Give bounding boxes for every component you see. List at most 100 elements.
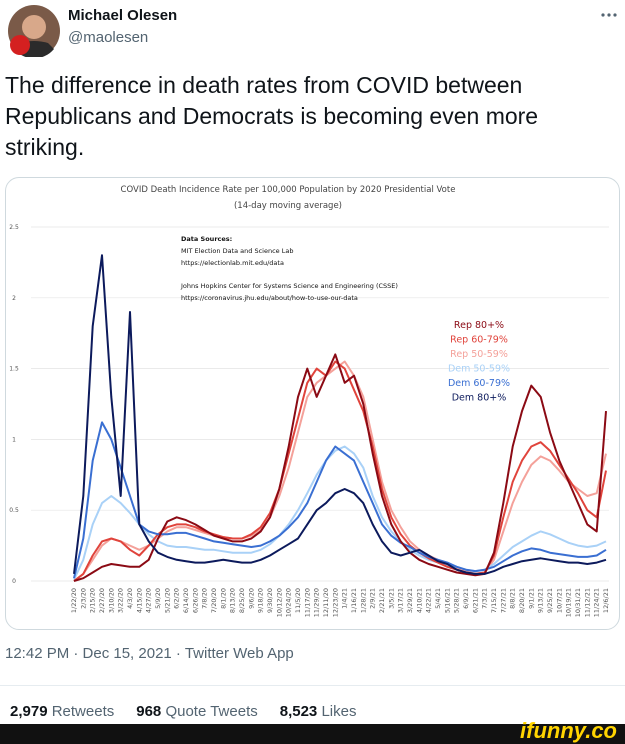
x-tick-label: 4/27/20 xyxy=(145,588,153,613)
x-tick-label: 11/24/21 xyxy=(593,588,601,617)
legend-entry: Rep 60-79% xyxy=(450,335,508,346)
x-tick-label: 4/3/20 xyxy=(126,588,134,609)
x-tick-label: 4/22/21 xyxy=(425,588,433,613)
x-tick-label: 2/15/20 xyxy=(89,588,97,613)
timestamp[interactable]: 12:42 PM · Dec 15, 2021 · Twitter Web Ap… xyxy=(5,645,294,662)
x-tick-label: 6/26/20 xyxy=(191,588,199,613)
x-tick-label: 11/29/20 xyxy=(313,588,321,617)
stat-count: 8,523 xyxy=(279,703,318,720)
author-name[interactable]: Michael Olesen xyxy=(68,7,178,24)
avatar[interactable] xyxy=(8,5,60,57)
legend-entry: Dem 80+% xyxy=(452,393,507,404)
legend-entry: Dem 60-79% xyxy=(448,378,510,389)
x-tick-label: 2/21/21 xyxy=(378,588,386,613)
stat-count: 968 xyxy=(136,703,162,720)
author-handle[interactable]: @maolesen xyxy=(68,29,149,46)
x-tick-label: 1/28/21 xyxy=(359,588,367,613)
watermark: ifunny.co xyxy=(520,718,617,743)
annotation: https://coronavirus.jhu.edu/about/how-to… xyxy=(181,294,358,302)
annotation: Data Sources: xyxy=(181,235,232,243)
y-tick-label: 1.5 xyxy=(9,366,19,373)
x-tick-label: 1/16/21 xyxy=(350,588,358,613)
media-card[interactable]: COVID Death Incidence Rate per 100,000 P… xyxy=(5,177,620,630)
x-tick-label: 9/25/21 xyxy=(546,588,554,613)
x-tick-label: 5/28/21 xyxy=(453,588,461,613)
x-tick-label: 3/5/21 xyxy=(387,588,395,609)
x-tick-label: 5/9/20 xyxy=(154,588,162,609)
x-tick-label: 7/15/21 xyxy=(490,588,498,613)
stat-label: Quote Tweets xyxy=(165,703,258,720)
stat[interactable]: 8,523 Likes xyxy=(280,703,357,720)
x-tick-label: 10/12/20 xyxy=(275,588,283,617)
series-line xyxy=(73,445,607,581)
y-tick-label: 2 xyxy=(12,295,16,302)
stat-count: 2,979 xyxy=(10,703,48,720)
series-line xyxy=(73,353,607,582)
x-tick-label: 9/18/20 xyxy=(257,588,265,613)
tweet-text: The difference in death rates from COVID… xyxy=(5,72,539,160)
x-tick-label: 2/9/21 xyxy=(369,588,377,609)
divider xyxy=(0,685,625,686)
x-tick-label: 7/20/20 xyxy=(210,588,218,613)
x-tick-label: 11/5/20 xyxy=(294,588,302,613)
y-tick-label: 2.5 xyxy=(9,224,19,231)
x-tick-label: 7/27/21 xyxy=(499,588,507,613)
x-tick-label: 12/6/21 xyxy=(602,588,610,613)
x-tick-label: 6/21/21 xyxy=(471,588,479,613)
chart: COVID Death Incidence Rate per 100,000 P… xyxy=(9,185,610,617)
x-tick-label: 8/8/21 xyxy=(509,588,517,609)
x-tick-label: 10/7/21 xyxy=(555,588,563,613)
x-tick-label: 10/19/21 xyxy=(565,588,573,617)
x-tick-label: 8/25/20 xyxy=(238,588,246,613)
x-tick-label: 9/30/20 xyxy=(266,588,274,613)
y-tick-label: 1 xyxy=(12,436,16,443)
x-tick-label: 7/8/20 xyxy=(201,588,209,609)
x-tick-label: 12/11/20 xyxy=(322,588,330,617)
x-tick-label: 6/9/21 xyxy=(462,588,470,609)
annotation: https://electionlab.mit.edu/data xyxy=(181,259,284,267)
x-tick-label: 3/10/20 xyxy=(107,588,115,613)
stat[interactable]: 968 Quote Tweets xyxy=(136,703,257,720)
x-tick-label: 12/23/20 xyxy=(331,588,339,617)
x-tick-label: 8/20/21 xyxy=(518,588,526,613)
legend-entry: Dem 50-59% xyxy=(448,364,510,375)
x-tick-label: 2/3/20 xyxy=(79,588,87,609)
y-tick-label: 0 xyxy=(12,578,16,585)
x-tick-label: 7/3/21 xyxy=(481,588,489,609)
x-tick-label: 5/21/20 xyxy=(163,588,171,613)
x-tick-label: 6/14/20 xyxy=(182,588,190,613)
x-tick-label: 9/1/21 xyxy=(527,588,535,609)
x-tick-label: 6/2/20 xyxy=(173,588,181,609)
chart-subtitle: (14-day moving average) xyxy=(234,201,342,211)
annotation: MIT Election Data and Science Lab xyxy=(181,247,293,255)
watermark-bar xyxy=(0,724,625,744)
x-tick-label: 4/10/21 xyxy=(415,588,423,613)
x-tick-label: 1/4/21 xyxy=(341,588,349,609)
x-tick-label: 3/29/21 xyxy=(406,588,414,613)
annotation: Johns Hopkins Center for Systems Science… xyxy=(180,282,398,290)
series-line xyxy=(73,421,607,579)
x-tick-label: 8/13/20 xyxy=(229,588,237,613)
x-tick-label: 1/22/20 xyxy=(70,588,78,613)
x-tick-label: 5/16/21 xyxy=(443,588,451,613)
x-tick-label: 5/4/21 xyxy=(434,588,442,609)
x-tick-label: 2/27/20 xyxy=(98,588,106,613)
stat-label: Retweets xyxy=(51,703,115,720)
x-tick-label: 3/22/20 xyxy=(117,588,125,613)
stat[interactable]: 2,979 Retweets xyxy=(10,703,114,720)
more-menu[interactable] xyxy=(600,12,618,18)
series-line xyxy=(73,254,607,575)
x-tick-label: 11/17/20 xyxy=(303,588,311,617)
legend-entry: Rep 50-59% xyxy=(450,349,508,360)
stat-label: Likes xyxy=(321,703,357,720)
chart-title: COVID Death Incidence Rate per 100,000 P… xyxy=(121,185,456,195)
x-tick-label: 9/6/20 xyxy=(247,588,255,609)
x-tick-label: 3/17/21 xyxy=(397,588,405,613)
x-tick-label: 9/13/21 xyxy=(537,588,545,613)
stats: 2,979 Retweets 968 Quote Tweets 8,523 Like… xyxy=(10,703,356,720)
legend-entry: Rep 80+% xyxy=(454,320,504,331)
x-tick-label: 10/24/20 xyxy=(285,588,293,617)
x-tick-label: 4/15/20 xyxy=(135,588,143,613)
x-tick-label: 8/1/20 xyxy=(219,588,227,609)
